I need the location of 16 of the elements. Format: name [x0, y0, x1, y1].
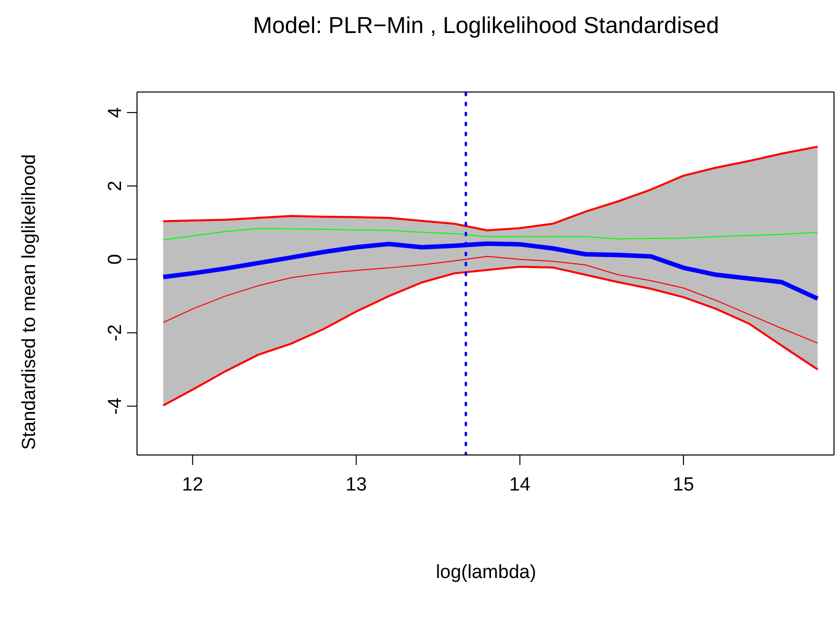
x-tick-label: 14 — [509, 474, 531, 496]
x-axis-title: log(lambda) — [434, 562, 538, 584]
x-tick-label: 15 — [672, 474, 694, 496]
line-series — [162, 266, 819, 406]
y-tick-label: 2 — [105, 180, 126, 192]
chart-title: Model: PLR−Min , Loglikelihood Standardised — [252, 12, 720, 39]
line-series — [162, 228, 818, 240]
y-tick-label: 0 — [105, 254, 126, 265]
x-tick-label: 13 — [346, 474, 367, 496]
x-tick-label: 12 — [182, 474, 204, 496]
y-tick-label: -2 — [105, 324, 126, 342]
line-series — [162, 146, 819, 232]
line-series — [162, 256, 818, 344]
y-tick-label: 4 — [105, 106, 126, 118]
y-tick-label: -4 — [105, 397, 126, 415]
y-axis-title: Standardised to mean loglikelihood — [19, 153, 41, 452]
